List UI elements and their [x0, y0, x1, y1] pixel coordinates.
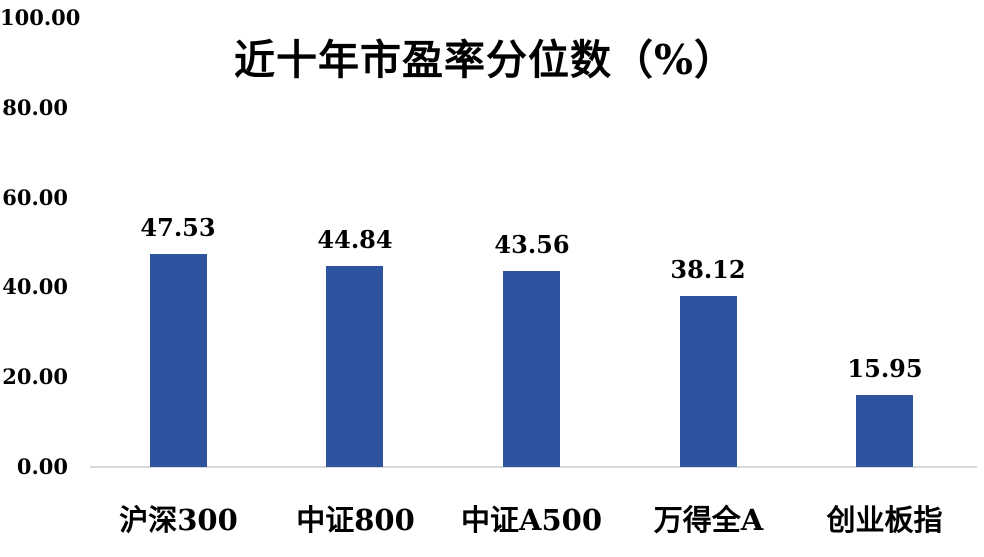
- x-category-label: 中证A500: [460, 503, 603, 537]
- bar: [150, 254, 207, 467]
- bar: [680, 296, 737, 467]
- x-category-label: 中证800: [296, 503, 415, 537]
- x-axis-line: [90, 466, 977, 468]
- y-tick-label: 40.00: [2, 274, 68, 300]
- x-category-label: 沪深300: [119, 503, 238, 537]
- y-tick-label: 80.00: [2, 94, 68, 120]
- bar-value-label: 15.95: [847, 354, 923, 383]
- y-tick-label: 100.00: [0, 5, 81, 30]
- y-axis: 0.00 20.00 40.00 60.00 80.00 100.00: [0, 0, 81, 557]
- bar-value-label: 43.56: [494, 230, 570, 259]
- y-tick-label: 0.00: [16, 454, 68, 479]
- bar: [856, 395, 913, 467]
- chart-title: 近十年市盈率分位数（%）: [234, 36, 736, 84]
- x-category-label: 万得全A: [653, 503, 764, 537]
- x-category-label: 创业板指: [826, 503, 943, 537]
- bar: [503, 271, 560, 467]
- bar-value-label: 44.84: [317, 225, 393, 254]
- bar-value-label: 47.53: [140, 213, 216, 242]
- y-tick-label: 20.00: [2, 364, 68, 390]
- bar-value-label: 38.12: [670, 255, 746, 284]
- y-tick-label: 60.00: [2, 184, 68, 210]
- bar: [326, 266, 383, 467]
